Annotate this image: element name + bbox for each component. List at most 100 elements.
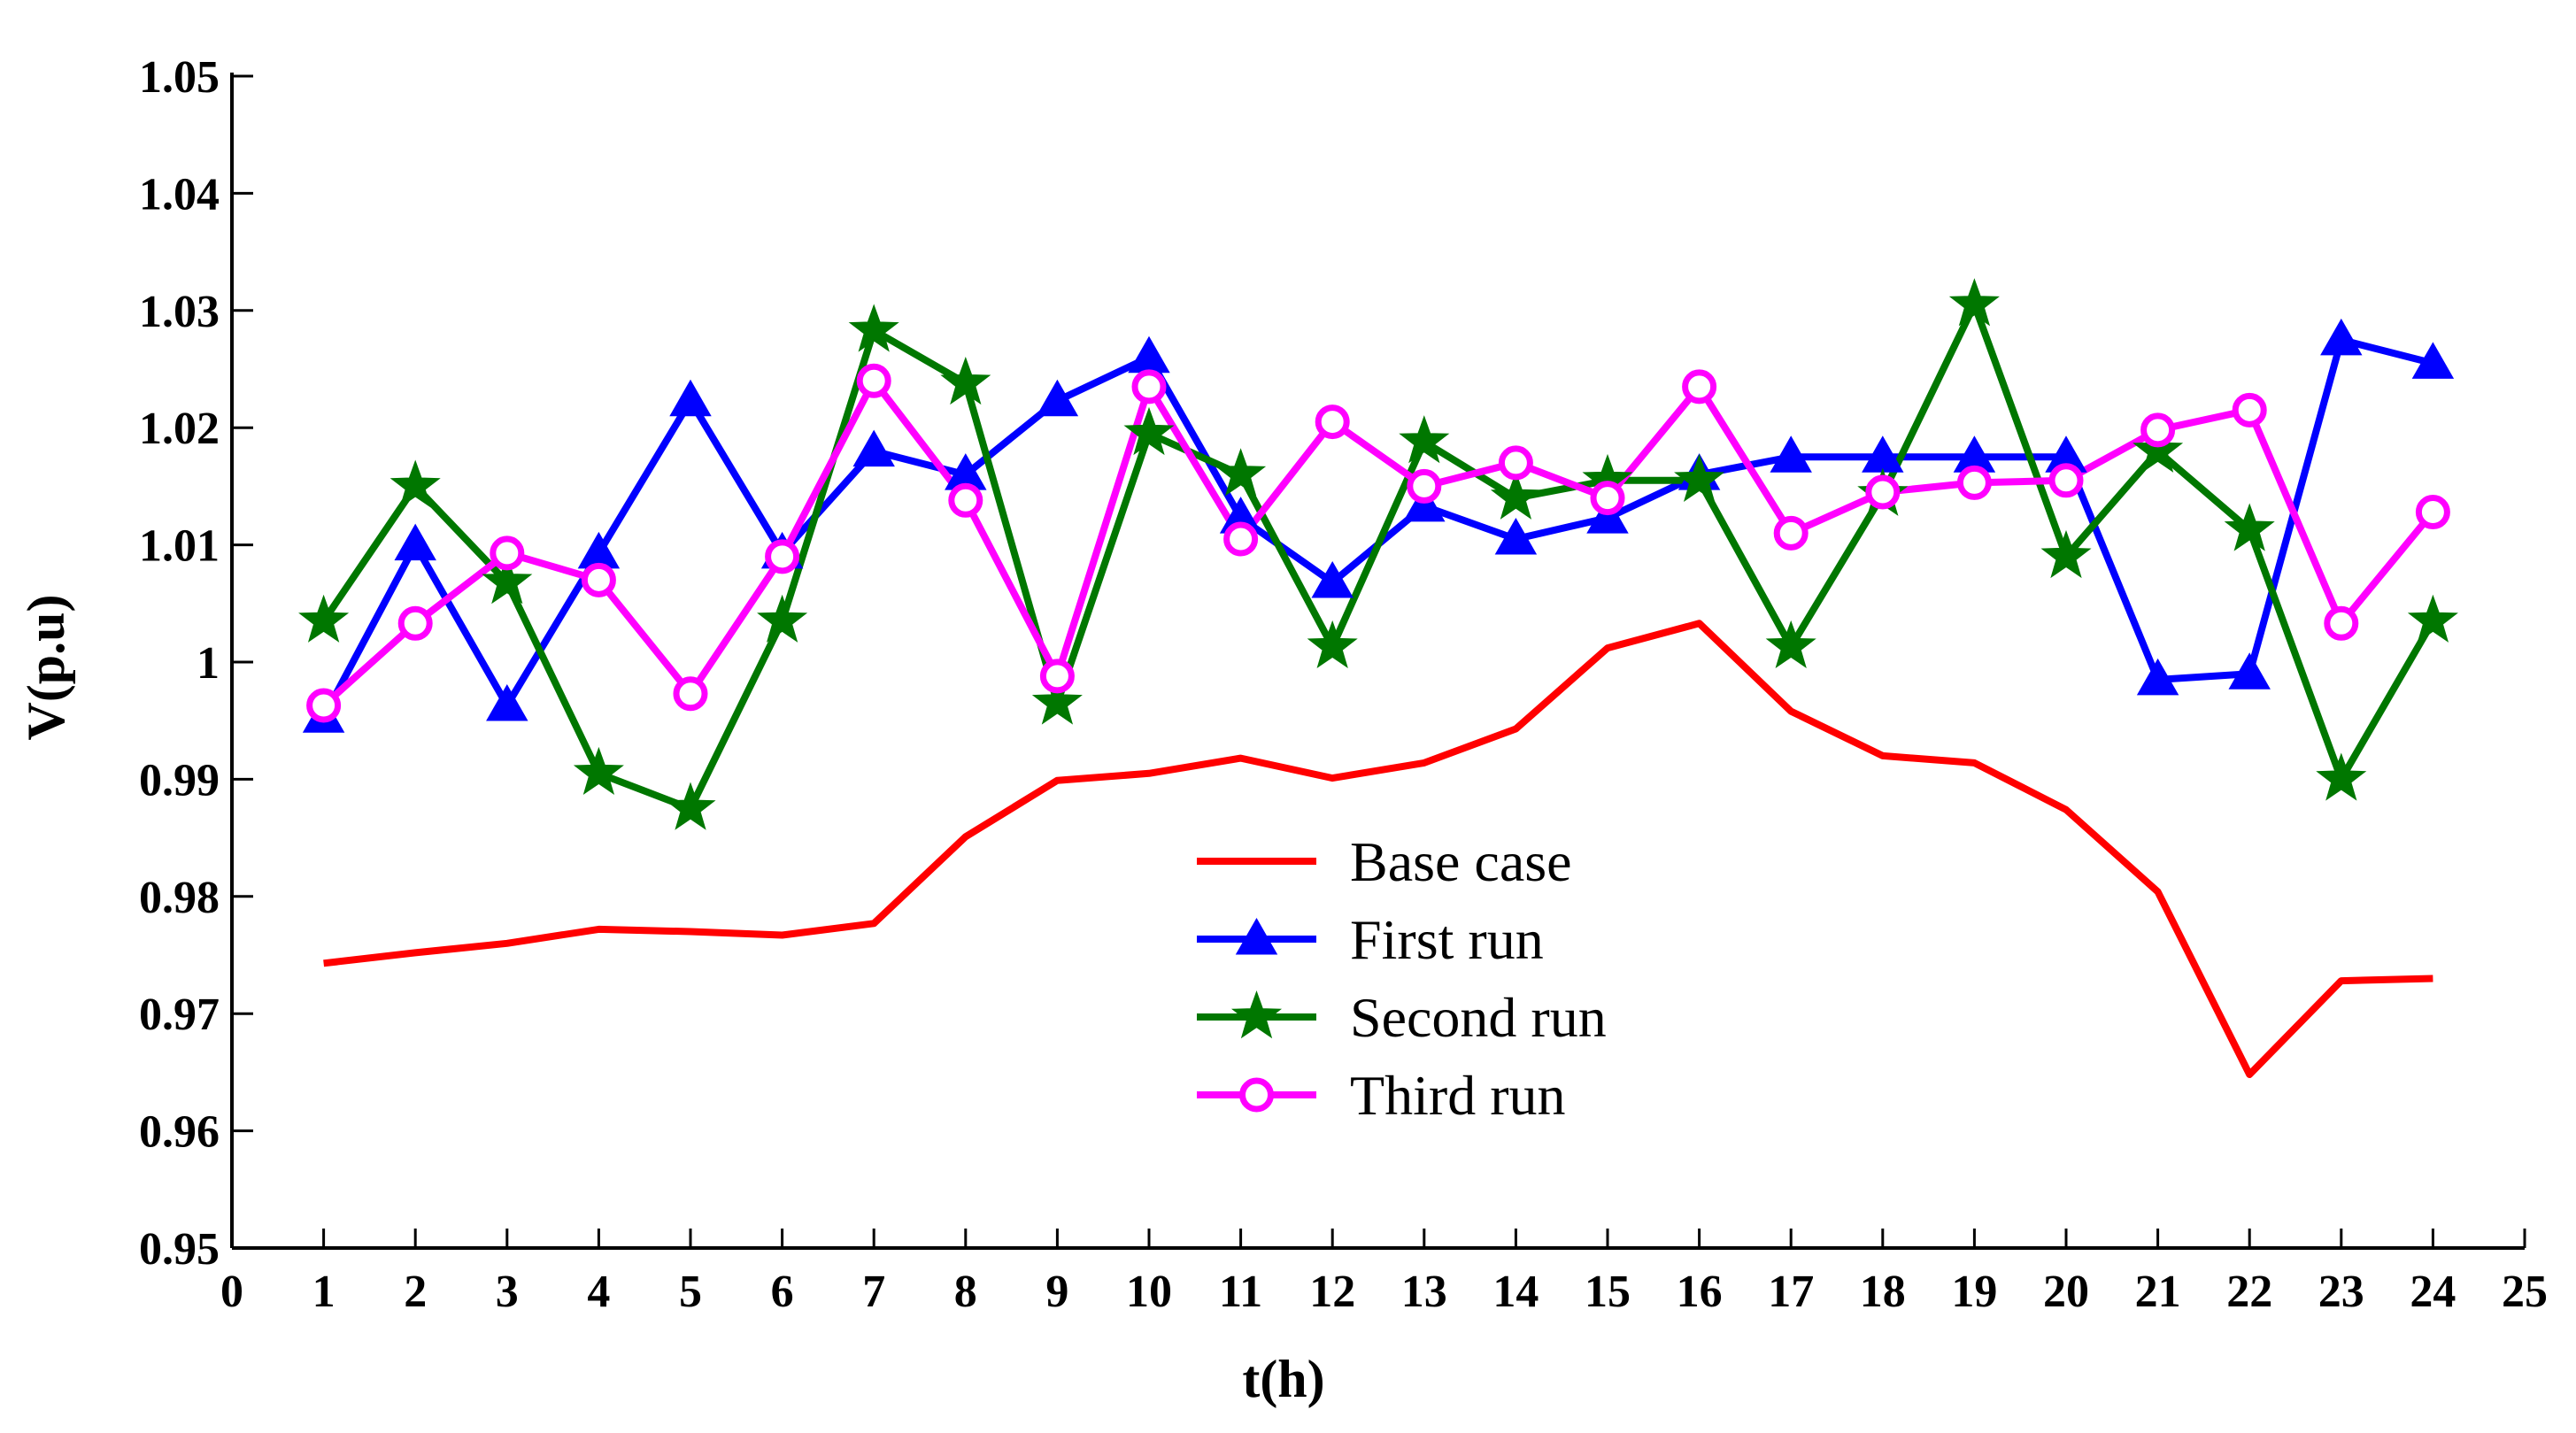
y-tick-label: 0.96: [139, 1107, 220, 1158]
data-point-third-run: [1223, 521, 1259, 557]
legend-marker-third-run: [1239, 1077, 1274, 1113]
x-ticks: 0 1 2 3 4 5 6 7 8 9 10 11 12 13 14 15 16 17 18 19 20 21 22 23 24…: [220, 1229, 2548, 1317]
data-point-first-run: [2320, 318, 2363, 356]
x-tick-label: 12: [1309, 1267, 1355, 1317]
legend-label-first-run: First run: [1350, 908, 1544, 971]
y-tick-label: 1: [197, 638, 220, 689]
data-point-first-run: [1494, 517, 1538, 555]
data-point-second-run: [1765, 620, 1816, 668]
data-point-third-run: [1865, 474, 1901, 510]
data-point-first-run: [577, 531, 621, 569]
y-tick-label: 1.02: [139, 404, 220, 454]
axes: [230, 73, 2525, 1250]
series-line-second-run: [320, 301, 2436, 813]
data-point-second-run: [389, 459, 441, 508]
data-point-third-run: [1773, 515, 1809, 551]
data-point-second-run: [482, 556, 533, 605]
data-point-third-run: [2415, 495, 2450, 530]
y-tick-label: 1.05: [139, 52, 220, 103]
data-point-second-run: [665, 782, 716, 830]
data-point-third-run: [2324, 605, 2359, 641]
x-tick-label: 21: [2135, 1267, 2181, 1317]
data-point-first-run: [1403, 484, 1446, 522]
y-tick-label: 0.97: [139, 990, 220, 1040]
y-tick-label: 0.98: [139, 873, 220, 923]
series-line-base-case: [323, 620, 2433, 1078]
x-tick-label: 9: [1045, 1267, 1068, 1317]
data-point-second-run: [2316, 752, 2367, 801]
x-tick-label: 5: [679, 1267, 702, 1317]
data-point-first-run: [1586, 497, 1629, 534]
data-point-third-run: [306, 688, 342, 723]
x-tick-label: 4: [587, 1267, 610, 1317]
x-tick-label: 7: [862, 1267, 885, 1317]
data-point-second-run: [1215, 448, 1267, 497]
data-point-first-run: [852, 429, 895, 467]
data-point-second-run: [940, 356, 991, 405]
data-point-second-run: [2040, 529, 2092, 579]
x-tick-label: 24: [2410, 1267, 2456, 1317]
data-point-third-run: [1039, 659, 1075, 694]
data-point-second-run: [1674, 453, 1725, 502]
data-point-second-run: [2133, 424, 2184, 473]
x-tick-label: 3: [496, 1267, 519, 1317]
data-point-second-run: [1490, 471, 1541, 520]
data-point-third-run: [397, 605, 433, 641]
legend-marker-first-run: [1235, 917, 1278, 955]
x-tick-label: 1: [312, 1267, 335, 1317]
data-point-third-run: [1315, 404, 1350, 440]
data-point-second-run: [573, 746, 624, 795]
data-point-second-run: [298, 594, 350, 643]
x-tick-label: 17: [1768, 1267, 1814, 1317]
data-point-second-run: [2407, 594, 2458, 643]
data-point-first-run: [2136, 658, 2179, 696]
x-tick-label: 22: [2226, 1267, 2272, 1317]
legend-marker-second-run: [1230, 990, 1283, 1039]
data-point-first-run: [1311, 560, 1354, 598]
x-tick-label: 10: [1126, 1267, 1172, 1317]
y-axis-title: V(p.u): [17, 594, 75, 740]
data-point-first-run: [1128, 335, 1170, 374]
series-line-first-run: [320, 335, 2434, 720]
data-point-third-run: [1590, 481, 1625, 516]
data-point-first-run: [2228, 652, 2271, 690]
data-point-third-run: [948, 482, 983, 518]
data-point-second-run: [1948, 278, 2000, 327]
data-point-third-run: [856, 363, 891, 398]
x-tick-label: 15: [1585, 1267, 1631, 1317]
x-axis-title: t(h): [1242, 1350, 1324, 1408]
x-tick-label: 18: [1860, 1267, 1906, 1317]
y-tick-label: 1.01: [139, 521, 220, 572]
legend: Base case First run Second run Third run: [1197, 830, 1607, 1127]
data-point-first-run: [1036, 379, 1079, 417]
x-tick-label: 20: [2043, 1267, 2089, 1317]
y-tick-label: 1.04: [139, 169, 220, 220]
data-point-third-run: [2232, 392, 2267, 428]
data-point-second-run: [1307, 620, 1358, 668]
y-tick-label: 1.03: [139, 287, 220, 337]
x-tick-label: 6: [771, 1267, 794, 1317]
x-tick-label: 14: [1492, 1267, 1539, 1317]
data-point-first-run: [486, 683, 528, 721]
legend-label-base-case: Base case: [1350, 830, 1572, 893]
data-point-second-run: [848, 304, 899, 352]
data-point-second-run: [1123, 406, 1175, 456]
legend-label-third-run: Third run: [1350, 1064, 1566, 1127]
data-point-second-run: [2224, 503, 2275, 551]
data-point-third-run: [1131, 369, 1167, 404]
x-tick-label: 8: [954, 1267, 977, 1317]
x-tick-label: 23: [2318, 1267, 2364, 1317]
y-tick-label: 0.95: [139, 1224, 220, 1275]
x-tick-label: 25: [2502, 1267, 2548, 1317]
data-point-third-run: [581, 562, 616, 597]
data-point-third-run: [1956, 465, 1992, 500]
data-point-third-run: [673, 676, 708, 712]
data-point-second-run: [1399, 415, 1450, 464]
y-tick-label: 0.99: [139, 755, 220, 805]
x-tick-label: 13: [1401, 1267, 1447, 1317]
series-markers: [298, 278, 2458, 830]
legend-label-second-run: Second run: [1350, 986, 1607, 1049]
data-point-first-run: [2411, 342, 2455, 379]
